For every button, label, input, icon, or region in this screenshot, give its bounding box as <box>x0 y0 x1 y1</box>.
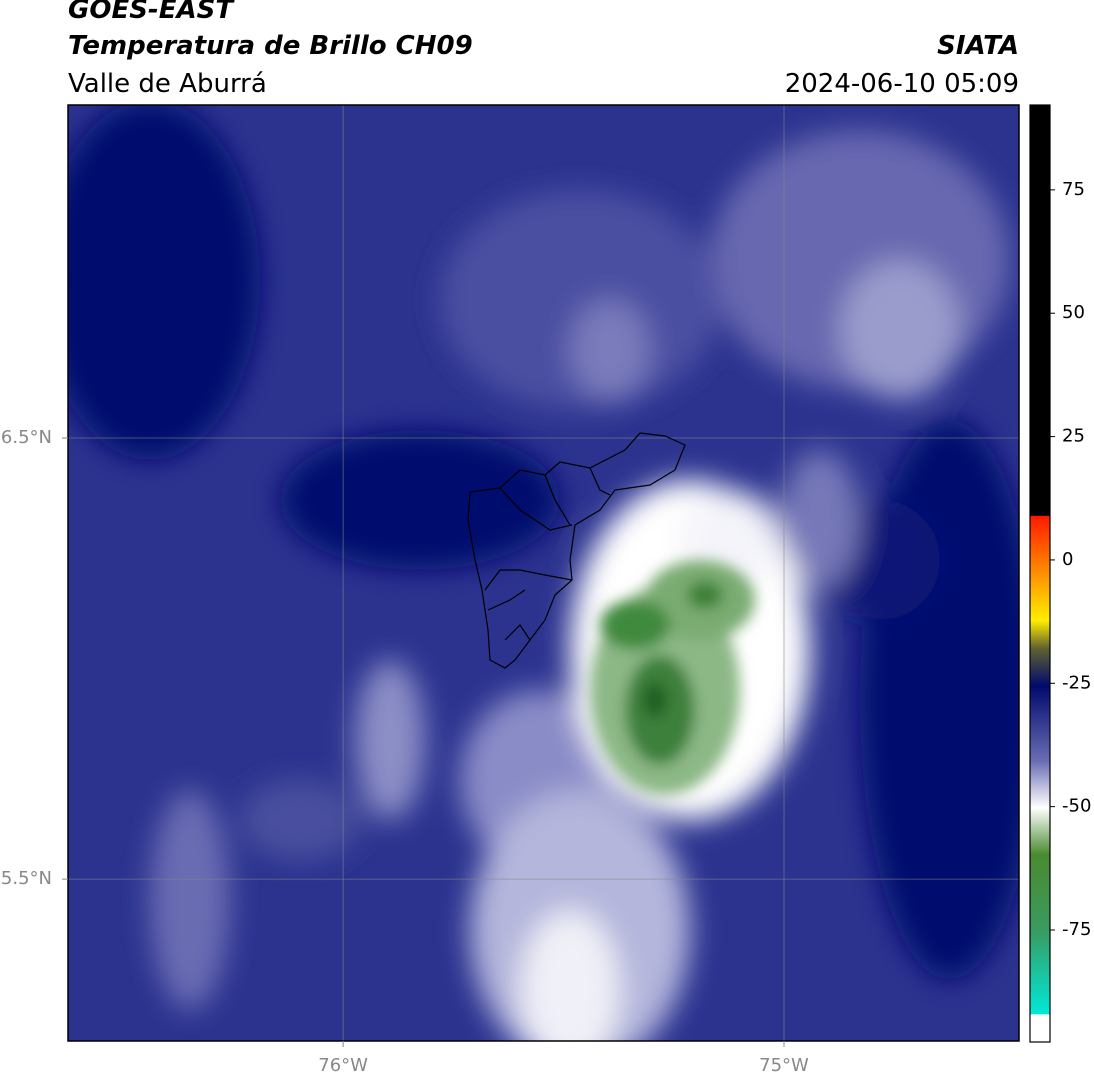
grid <box>68 105 1019 1041</box>
colorbar-tick-label: -75 <box>1062 919 1091 940</box>
colorbar-tick-label: 50 <box>1062 302 1085 323</box>
colorbar-tick-label: 25 <box>1062 426 1085 447</box>
colorbar-tick-label: 0 <box>1062 549 1073 570</box>
subtitle: Temperatura de Brillo CH09 <box>68 31 473 61</box>
satellite-image <box>68 105 1019 1041</box>
municipal-boundaries <box>467 432 686 669</box>
region: Valle de Aburrá <box>68 69 267 99</box>
datetime: 2024-06-10 05:09 <box>785 69 1019 99</box>
title: GOES-EAST <box>68 0 235 25</box>
x-tick-label: 76°W <box>318 1055 368 1076</box>
map-frame <box>67 104 1020 1042</box>
colorbar-ticks: 75 50 25 0 -25 -50 -75 <box>1050 179 1091 940</box>
y-tick-label: 6.5°N <box>1 427 52 448</box>
colorbar-tick-label: 75 <box>1062 179 1085 200</box>
colorbar <box>1029 104 1051 1043</box>
x-tick-label: 75°W <box>759 1055 809 1076</box>
geo-ticks: 76°W 75°W 6.5°N 5.5°N <box>1 427 809 1076</box>
source: SIATA <box>937 31 1019 61</box>
colorbar-tick-label: -50 <box>1062 796 1091 817</box>
y-tick-label: 5.5°N <box>1 868 52 889</box>
colorbar-tick-label: -25 <box>1062 672 1091 693</box>
